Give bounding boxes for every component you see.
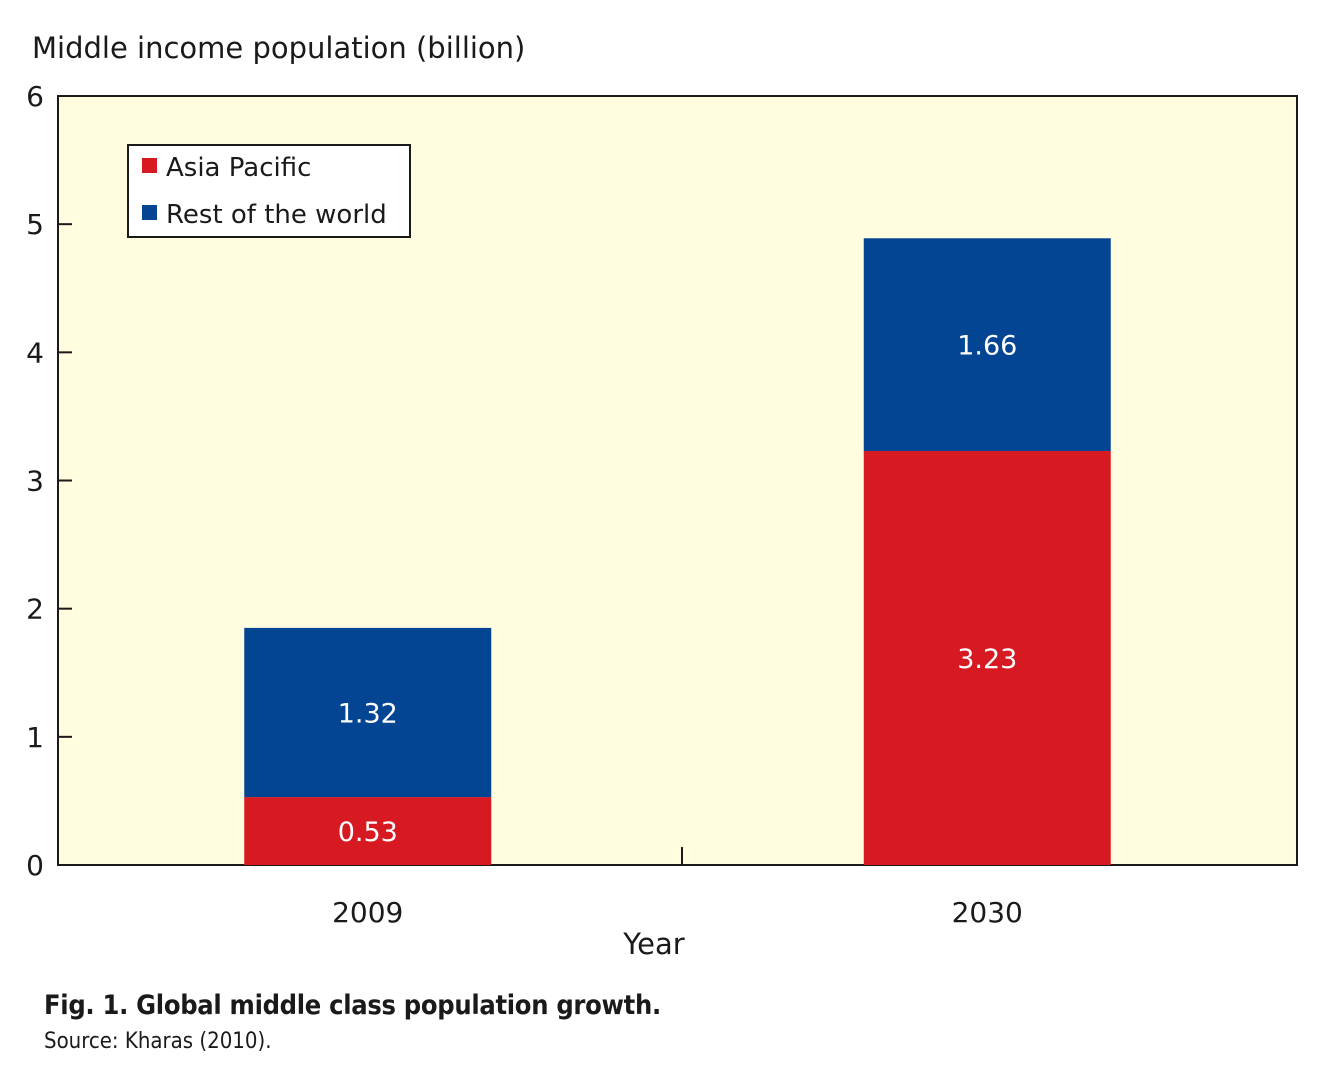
y-tick-label: 2 xyxy=(26,593,44,626)
x-axis-title: Year xyxy=(622,927,684,961)
data-label: 1.32 xyxy=(338,698,398,729)
caption-source: Source: Kharas (2010). xyxy=(44,1029,272,1054)
y-axis-title: Middle income population (billion) xyxy=(32,31,525,65)
legend: Asia Pacific Rest of the world xyxy=(127,144,411,238)
legend-label-rest-of-world: Rest of the world xyxy=(166,200,387,230)
caption-title: Fig. 1. Global middle class population g… xyxy=(44,990,661,1021)
x-axis: 2009 2030 xyxy=(332,896,1023,929)
legend-swatch-rest-of-world xyxy=(142,205,157,220)
y-tick-label: 4 xyxy=(26,336,44,369)
figure-caption: Fig. 1. Global middle class population g… xyxy=(44,990,661,1054)
legend-box xyxy=(127,144,411,238)
y-tick-label: 1 xyxy=(26,721,44,754)
y-axis: 0 1 2 3 4 5 6 xyxy=(26,80,72,882)
bars: 0.53 1.32 3.23 1.66 xyxy=(244,238,1111,865)
x-tick-label: 2009 xyxy=(332,896,403,929)
bar-2030-asia-pacific xyxy=(863,451,1111,865)
y-tick-label: 3 xyxy=(26,465,44,498)
y-tick-label: 0 xyxy=(26,849,44,882)
y-tick-label: 5 xyxy=(26,208,44,241)
data-label: 1.66 xyxy=(957,331,1017,362)
bar-2009-asia-pacific xyxy=(244,797,492,865)
data-label: 3.23 xyxy=(957,644,1017,675)
y-tick-label: 6 xyxy=(26,80,44,113)
legend-swatch-asia-pacific xyxy=(142,158,157,173)
x-tick-label: 2030 xyxy=(952,896,1023,929)
data-label: 0.53 xyxy=(338,817,398,848)
bar-2009-rest-of-the-world xyxy=(244,627,492,798)
bar-2030-rest-of-the-world xyxy=(863,238,1111,452)
chart: Middle income population (billion) 0 1 2 3 4… xyxy=(26,31,1298,961)
legend-label-asia-pacific: Asia Pacific xyxy=(166,153,311,183)
